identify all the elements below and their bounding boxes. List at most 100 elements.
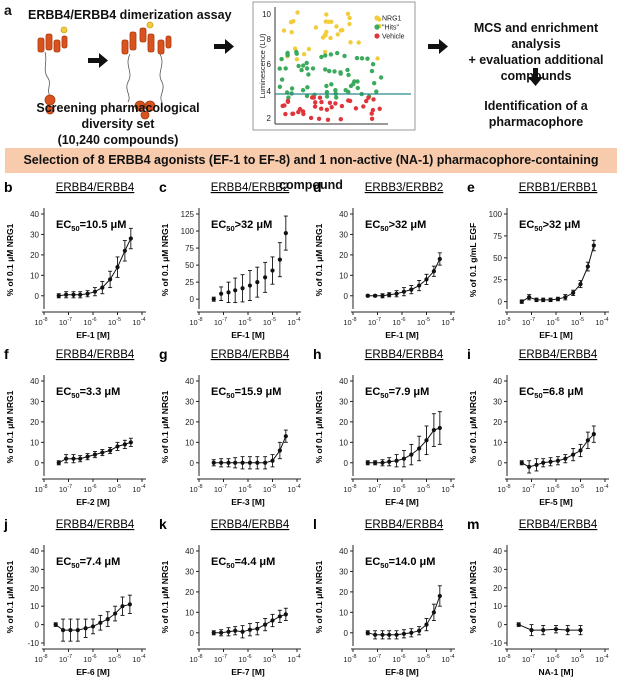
y-tick-label: 0	[344, 459, 349, 468]
data-point	[105, 616, 110, 622]
panel-letter: d	[313, 179, 322, 195]
ec50-label: EC50=6.8 μM	[519, 386, 583, 400]
data-point	[563, 295, 568, 300]
data-point	[578, 448, 583, 453]
data-point	[226, 290, 231, 295]
scatter-dot	[306, 46, 312, 52]
x-tick-label: 10-6	[392, 654, 405, 664]
panel-letter-a: a	[4, 2, 12, 18]
x-tick-label: 10-8	[343, 317, 356, 327]
data-point	[277, 448, 282, 453]
data-point	[122, 248, 127, 253]
data-point	[60, 628, 66, 633]
y-axis-label: % of 0.1 μM NRG1	[160, 390, 170, 463]
y-tick-label: 40	[30, 210, 39, 219]
data-point	[85, 454, 90, 459]
y-axis-label: % of 0.1 μM NRG1	[314, 223, 324, 296]
y-tick-label: 10	[339, 438, 348, 447]
y-tick-label: 0	[35, 621, 40, 630]
chart-c: c ERBB4/ERBB2 EC50>32 μM 0 25 50 75 100 125 10-8 1…	[159, 179, 301, 340]
chart-title: ERBB4/ERBB4	[365, 349, 444, 361]
y-tick-label: 40	[339, 210, 348, 219]
data-point	[247, 460, 253, 465]
scatter-dot	[333, 88, 338, 93]
scatter-dot	[346, 72, 351, 78]
data-point	[226, 460, 231, 465]
data-point	[71, 292, 76, 297]
x-tick-label: 10-5	[417, 317, 430, 327]
data-point	[255, 626, 260, 631]
data-point	[578, 628, 583, 633]
data-point	[263, 622, 268, 627]
data-point	[417, 628, 422, 633]
y-tick-label: 50	[493, 254, 502, 263]
data-point	[387, 459, 392, 464]
data-point	[591, 432, 596, 437]
ec50-label: EC50=3.3 μM	[56, 386, 120, 400]
x-tick-label: 10-7	[59, 317, 72, 327]
scatter-dot	[319, 54, 324, 60]
x-axis-label: EF-6 [M]	[76, 667, 110, 677]
x-tick-label: 10-6	[238, 484, 251, 494]
y-tick-label: 10	[493, 438, 502, 447]
y-tick-label: 0	[190, 459, 195, 468]
scatter-dot	[316, 116, 322, 122]
scatter-dot	[294, 49, 299, 55]
data-point	[240, 286, 245, 291]
scatter-dot	[323, 53, 328, 58]
scatter-dot	[345, 67, 350, 73]
selection-banner: Selection of 8 ERBB4 agonists (EF-1 to E…	[5, 148, 617, 192]
fit-curve	[367, 595, 441, 636]
y-tick-label: 40	[339, 377, 348, 386]
y-tick-label: 100	[489, 210, 503, 219]
data-point	[233, 628, 238, 633]
data-point	[56, 293, 61, 298]
scatter-dot	[371, 97, 376, 102]
data-point	[283, 230, 288, 236]
scatter-dot	[310, 66, 316, 71]
scatter-dot	[370, 107, 376, 113]
data-point	[516, 622, 521, 627]
scatter-dot	[354, 55, 360, 61]
assay-title: ERBB4/ERBB4 dimerization assay	[28, 8, 232, 22]
scatter-dot	[340, 27, 345, 33]
chart-title: ERBB4/ERBB4	[56, 349, 135, 361]
scatter-dot	[283, 111, 288, 117]
x-axis-label: EF-1 [M]	[231, 330, 265, 340]
scatter-dot	[308, 115, 314, 121]
data-point	[128, 440, 133, 445]
y-tick-label: 20	[339, 588, 348, 597]
x-tick-label: 10-5	[108, 484, 121, 494]
chart-title: ERBB4/ERBB4	[211, 349, 290, 361]
chart-title: ERBB4/ERBB4	[519, 519, 598, 531]
y-tick-label: 40	[185, 377, 194, 386]
chart-h: h ERBB4/ERBB4 EC50=7.9 μM 0 10 20 30 40 10-8 10-7…	[313, 346, 455, 507]
y-axis-label: % of 0.1 μM NRG1	[5, 223, 15, 296]
x-tick-label: 10-7	[522, 654, 535, 664]
scatter-dot	[296, 63, 301, 69]
scatter-dot	[365, 56, 370, 61]
data-point	[585, 438, 590, 443]
scatter-dot	[361, 104, 366, 109]
scatter-dot	[347, 15, 352, 21]
y-tick-label: 30	[30, 397, 39, 406]
x-tick-label: 10-7	[368, 317, 381, 327]
ec50-label: EC50=7.4 μM	[56, 556, 120, 570]
data-point	[219, 460, 224, 465]
scatter-dot	[369, 68, 375, 74]
y-tick-label: 30	[493, 565, 502, 574]
chart-b: b ERBB4/ERBB4 EC50=10.5 μM 0 10 20 30 40 10-8 10-…	[4, 179, 146, 340]
x-tick-label: 10-6	[238, 317, 251, 327]
scatter-dot	[319, 106, 324, 111]
data-point	[90, 624, 96, 629]
data-point	[534, 462, 539, 467]
y-axis-label: % of 0.1 μM NRG1	[5, 560, 15, 633]
scatter-dot	[313, 25, 319, 30]
data-point	[100, 450, 105, 455]
chart-j: j ERBB4/ERBB4 EC50=7.4 μM -10 0 10 20 30 40 10-8 1…	[3, 516, 146, 677]
x-tick-label: 10-8	[497, 654, 510, 664]
scatter-ytick: 8	[267, 35, 272, 44]
scatter-dot	[283, 66, 288, 71]
screening-line-2: (10,240 compounds)	[57, 133, 179, 147]
y-tick-label: 40	[185, 547, 194, 556]
